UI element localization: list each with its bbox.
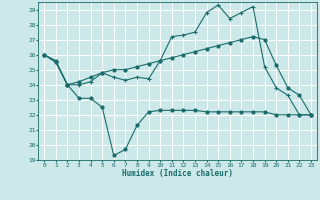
- X-axis label: Humidex (Indice chaleur): Humidex (Indice chaleur): [122, 169, 233, 178]
